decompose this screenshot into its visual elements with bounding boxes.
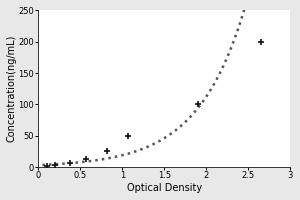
X-axis label: Optical Density: Optical Density [127, 183, 202, 193]
Y-axis label: Concentration(ng/mL): Concentration(ng/mL) [7, 35, 17, 142]
